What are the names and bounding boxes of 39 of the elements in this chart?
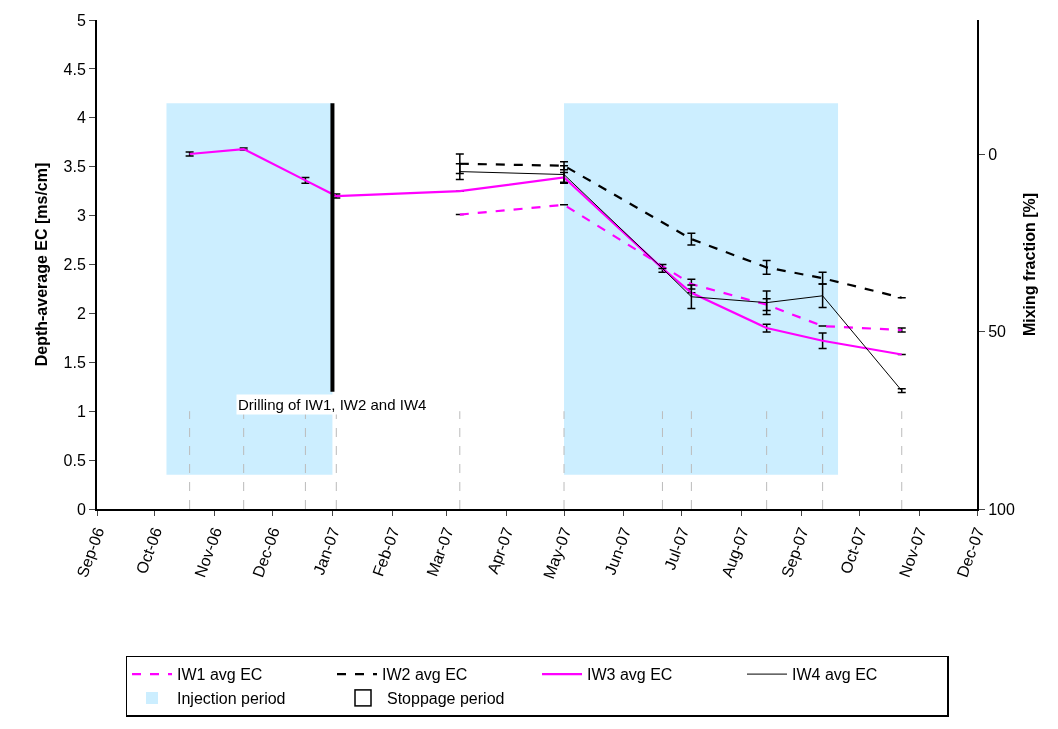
ref-line-label: Drilling of IW1, IW2 and IW4 [238,396,427,413]
x-tick-label: Jun-07 [601,525,635,577]
x-tick-label: Apr-07 [484,525,517,577]
legend-label: Injection period [177,690,286,708]
x-tick-label: Aug-07 [718,525,752,580]
x-tick-label: Dec-06 [249,525,283,580]
y-tick-label: 1 [76,402,86,420]
y-tick-label: 3 [76,207,86,225]
legend-label: IW4 avg EC [792,666,878,684]
y2-tick-label: 100 [988,500,1015,518]
text: Stoppage period [387,689,505,707]
x-tick-label: Mar-07 [423,525,457,579]
x-tick-label: Jan-07 [310,525,343,577]
y-tick-label: 2 [76,305,86,322]
x-tick-label: Jul-07 [661,525,693,572]
y-tick-label: 4.5 [63,60,86,78]
y2-axis-title: Mixing fraction [%] [1021,192,1039,337]
y-axis-title: Depth-average EC [ms/cm] [32,162,50,367]
x-tick-label: Feb-07 [369,525,403,579]
x-tick-label: May-07 [540,525,575,582]
y-tick-label: 0 [76,500,86,518]
x-tick-label: Oct-07 [837,525,870,577]
y-tick-label: 1.5 [63,353,86,371]
x-tick-label: Sep-06 [73,525,108,580]
y2-tick-label: 0 [988,146,998,164]
x-tick-label: Dec-07 [953,525,988,580]
line-series [188,148,903,356]
legend-label: IW3 avg EC [587,666,673,684]
y-tick-label: 0.5 [63,451,86,469]
legend-label: IW1 avg EC [177,666,263,684]
y-tick-label: 2.5 [63,256,86,274]
x-tick-label: Sep-07 [778,525,812,580]
y-tick-label: 3.5 [63,158,86,176]
y2-tick-label: 50 [988,323,1007,341]
x-tick-label: Oct-06 [132,525,166,577]
x-tick-label: Nov-07 [895,525,930,580]
y-tick-label: 5 [76,11,86,29]
legend-label: IW2 avg EC [382,666,468,684]
y-tick-label: 4 [76,109,86,127]
